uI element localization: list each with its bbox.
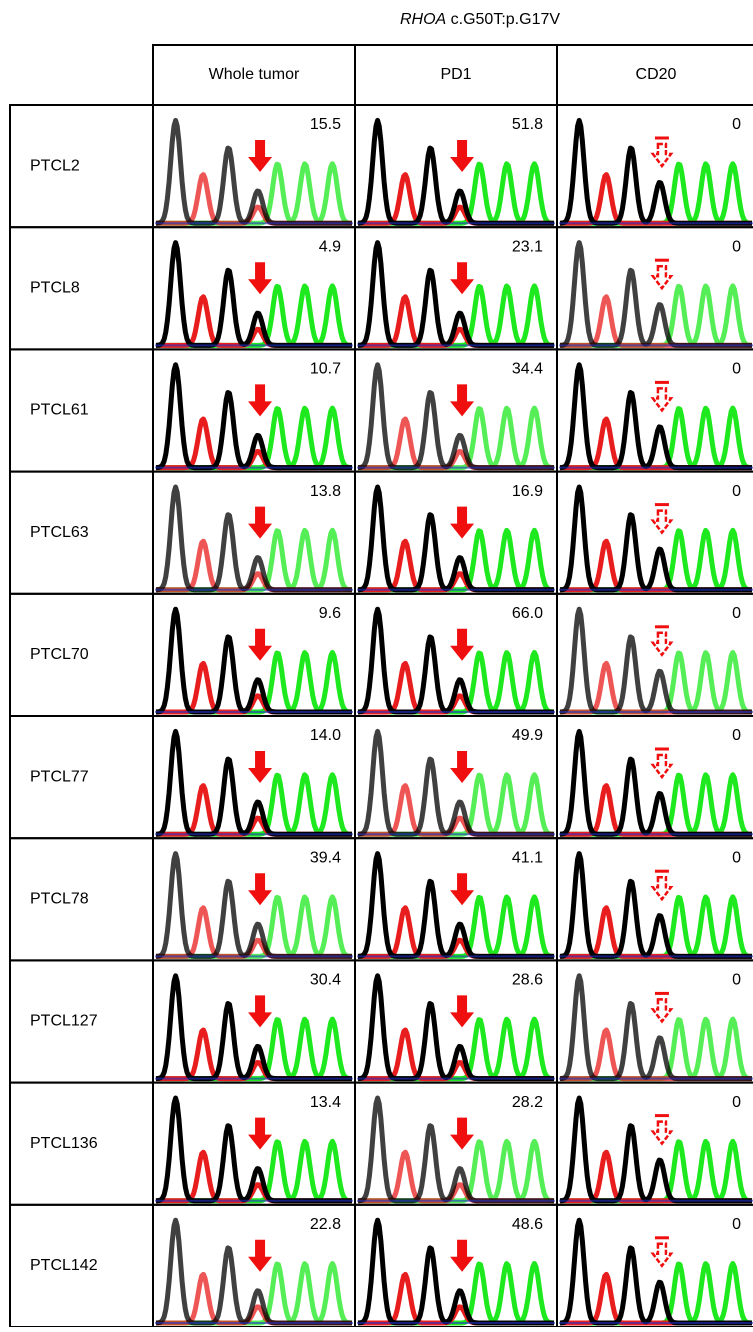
arrow — [450, 1240, 474, 1272]
arrow — [248, 262, 272, 294]
arrow — [450, 873, 474, 905]
arrow — [248, 629, 272, 661]
cell-value: 0 — [732, 361, 741, 378]
hollow-arrow — [653, 511, 671, 533]
arrow — [450, 751, 474, 783]
hollow-arrow — [653, 755, 671, 777]
row-label: PTCL78 — [30, 891, 89, 908]
arrow — [248, 873, 272, 905]
cell-value: 51.8 — [512, 116, 543, 133]
arrow — [450, 1118, 474, 1150]
row-label: PTCL61 — [30, 402, 89, 419]
cell-value: 0 — [732, 727, 741, 744]
row-label: PTCL77 — [30, 768, 89, 785]
column-header: PD1 — [440, 66, 471, 83]
hollow-arrow — [653, 633, 671, 655]
cell-value: 28.6 — [512, 972, 543, 989]
arrow — [450, 995, 474, 1027]
cell-value: 13.4 — [310, 1094, 341, 1111]
cell-value: 15.5 — [310, 116, 341, 133]
cell-value: 9.6 — [319, 605, 341, 622]
cell-value: 48.6 — [512, 1216, 543, 1233]
arrow — [450, 140, 474, 172]
arrow — [248, 1118, 272, 1150]
gene-name: RHOA — [400, 11, 446, 28]
arrow — [450, 262, 474, 294]
row-label: PTCL142 — [30, 1257, 98, 1274]
arrow — [450, 629, 474, 661]
page: {"title": {"gene": "RHOA", "mutation": "… — [0, 0, 753, 1327]
hollow-arrow — [653, 1244, 671, 1266]
cell-value: 0 — [732, 849, 741, 866]
cell-value: 4.9 — [319, 238, 341, 255]
hollow-arrow — [653, 877, 671, 899]
cell-value: 23.1 — [512, 238, 543, 255]
arrow — [248, 140, 272, 172]
column-header: CD20 — [636, 66, 677, 83]
arrow — [248, 384, 272, 416]
row-label: PTCL8 — [30, 280, 80, 297]
row-label: PTCL127 — [30, 1013, 98, 1030]
cell-value: 10.7 — [310, 361, 341, 378]
cell-value: 28.2 — [512, 1094, 543, 1111]
cell-value: 0 — [732, 605, 741, 622]
column-header: Whole tumor — [209, 66, 300, 83]
row-label: PTCL136 — [30, 1135, 98, 1152]
row-label: PTCL70 — [30, 646, 89, 663]
cell-value: 30.4 — [310, 972, 341, 989]
cell-value: 66.0 — [512, 605, 543, 622]
row-label: PTCL63 — [30, 524, 89, 541]
cell-value: 0 — [732, 238, 741, 255]
hollow-arrow — [653, 999, 671, 1021]
arrow — [248, 751, 272, 783]
figure-title: RHOA c.G50T:p.G17V — [400, 11, 560, 28]
cell-value: 39.4 — [310, 849, 341, 866]
cell-value: 16.9 — [512, 483, 543, 500]
hollow-arrow — [653, 1122, 671, 1144]
cell-value: 49.9 — [512, 727, 543, 744]
arrow — [450, 507, 474, 539]
cell-value: 41.1 — [512, 849, 543, 866]
cell-value: 0 — [732, 483, 741, 500]
hollow-arrow — [653, 266, 671, 288]
cell-value: 0 — [732, 1216, 741, 1233]
hollow-arrow — [653, 144, 671, 166]
arrow — [248, 1240, 272, 1272]
arrow — [248, 507, 272, 539]
cell-value: 22.8 — [310, 1216, 341, 1233]
cell-value: 0 — [732, 1094, 741, 1111]
cell-value: 0 — [732, 972, 741, 989]
arrow — [450, 384, 474, 416]
cell-value: 13.8 — [310, 483, 341, 500]
cell-value: 34.4 — [512, 361, 543, 378]
cell-value: 14.0 — [310, 727, 341, 744]
cell-value: 0 — [732, 116, 741, 133]
hollow-arrow — [653, 388, 671, 410]
figure: RHOA c.G50T:p.G17V Whole tumor PD1 CD20 PTC… — [0, 0, 753, 1327]
arrow — [248, 995, 272, 1027]
mutation-name: c.G50T:p.G17V — [451, 11, 561, 28]
row-label: PTCL2 — [30, 157, 80, 174]
